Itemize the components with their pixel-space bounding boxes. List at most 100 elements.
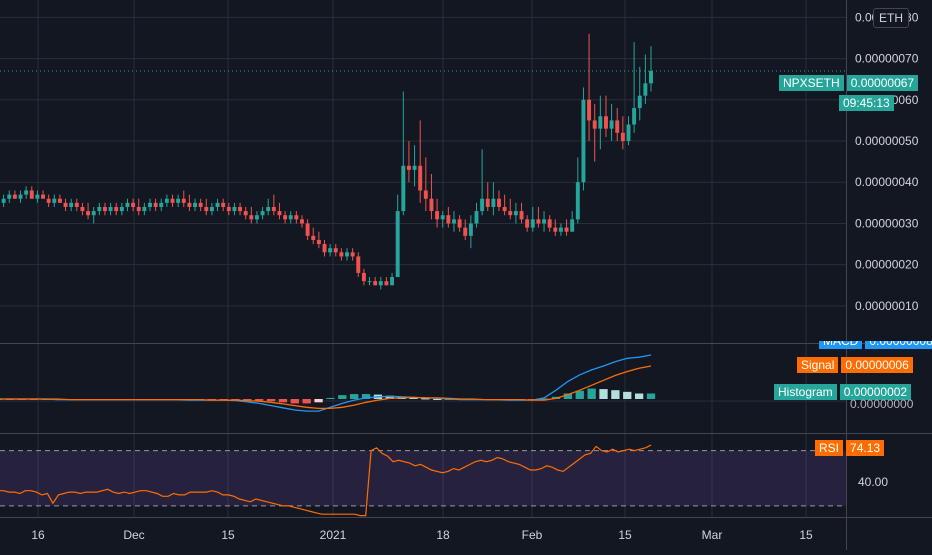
candle-body [18, 194, 23, 199]
candle-body [542, 219, 547, 224]
candle-body [564, 227, 569, 232]
histogram-bar [623, 391, 632, 399]
candle-body [232, 206, 237, 212]
candle-body [119, 206, 124, 212]
macd-label: MACD [819, 341, 863, 349]
candle-body [384, 281, 389, 286]
currency-button[interactable]: ETH [873, 8, 909, 28]
histogram-bar [385, 395, 394, 399]
candle-body [142, 206, 147, 212]
candle-body [626, 124, 631, 142]
candle-body [187, 202, 192, 207]
histogram-bar [361, 394, 371, 399]
symbol-label: NPXSETH [779, 75, 844, 91]
time-tick-label: 16 [31, 528, 45, 542]
candle-body [131, 202, 136, 207]
histogram-bar [302, 399, 311, 404]
candle-body [603, 116, 608, 129]
histogram-bar [646, 393, 656, 399]
histogram-bar [433, 399, 442, 400]
rsi-pane [0, 444, 846, 517]
rsi-label: RSI [815, 440, 844, 456]
candle-body [373, 281, 378, 286]
candle-body [457, 219, 462, 228]
candle-body [468, 223, 473, 236]
price-badge: NPXSETH 0.00000067 [779, 75, 919, 91]
candle-body [502, 206, 507, 212]
histogram-bar [563, 393, 573, 399]
candle-body [406, 165, 411, 170]
grid-lines [0, 0, 846, 517]
candle-body [491, 198, 496, 207]
candle-body [609, 120, 614, 129]
candle-body [418, 165, 423, 191]
candle-body [632, 108, 637, 125]
candle-body [446, 215, 451, 224]
candle-body [508, 211, 513, 216]
candle-body [74, 202, 79, 207]
candle-body [277, 211, 282, 216]
histogram-bar [314, 399, 323, 403]
candle-body [1, 198, 6, 203]
candle-body [41, 194, 46, 199]
histogram-label: Histogram [774, 384, 837, 400]
candle-body [305, 223, 310, 236]
candle-body [52, 198, 57, 203]
candle-body [367, 281, 372, 283]
candle-body [558, 227, 563, 232]
candle-body [587, 99, 592, 121]
time-tick-label: 18 [436, 528, 450, 542]
candle-body [401, 165, 406, 212]
rsi-line [0, 444, 652, 517]
macd-zero-label: 0.00000000 [850, 399, 913, 411]
time-axis[interactable]: 16 Dec 15 2021 18 Feb 15 Mar 15 [31, 528, 813, 542]
candle-body [423, 190, 428, 199]
candle-body [204, 206, 209, 212]
candle-body [283, 215, 288, 220]
candle-body [12, 194, 17, 199]
candle-body [238, 206, 243, 212]
candle-body [181, 198, 186, 203]
histogram-bar [326, 397, 335, 399]
candle-body [57, 198, 62, 203]
candle-body [102, 206, 107, 212]
candle-body [209, 206, 214, 212]
candle-body [485, 198, 490, 207]
histogram-badge: Histogram 0.00000002 [774, 384, 912, 400]
signal-value: 0.00000006 [841, 357, 913, 373]
candle-body [328, 248, 333, 253]
candle-body [266, 206, 271, 212]
candle-body [159, 202, 164, 207]
rsi-badge: RSI 74.13 [815, 440, 885, 456]
candle-body [215, 202, 220, 207]
time-tick-label: 15 [221, 528, 235, 542]
candle-body [125, 202, 130, 207]
histogram-bar [587, 388, 596, 399]
candle-body [69, 202, 74, 207]
candle-body [300, 219, 304, 224]
candle-body [637, 95, 642, 109]
candle-body [136, 206, 141, 212]
candle-body [80, 206, 85, 212]
candle-body [170, 198, 175, 203]
candle-body [249, 215, 254, 220]
last-price-value: 0.00000067 [846, 75, 919, 91]
candle-body [243, 211, 248, 216]
candle-body [553, 227, 558, 232]
candle-body [643, 83, 648, 96]
macd-value: 0.00000008 [865, 341, 932, 349]
bar-countdown: 09:45:13 [839, 95, 894, 111]
candle-body [547, 219, 552, 228]
histogram-bar [266, 399, 276, 402]
signal-line [0, 365, 652, 410]
candle-body [429, 198, 434, 212]
candle-body [91, 211, 96, 216]
candle-body [333, 248, 338, 253]
candle-body [221, 202, 226, 207]
candle-body [536, 219, 541, 224]
price-axis[interactable]: 0.000000800.000000700.000000600.00000050… [855, 10, 919, 313]
candle-body [361, 272, 366, 282]
